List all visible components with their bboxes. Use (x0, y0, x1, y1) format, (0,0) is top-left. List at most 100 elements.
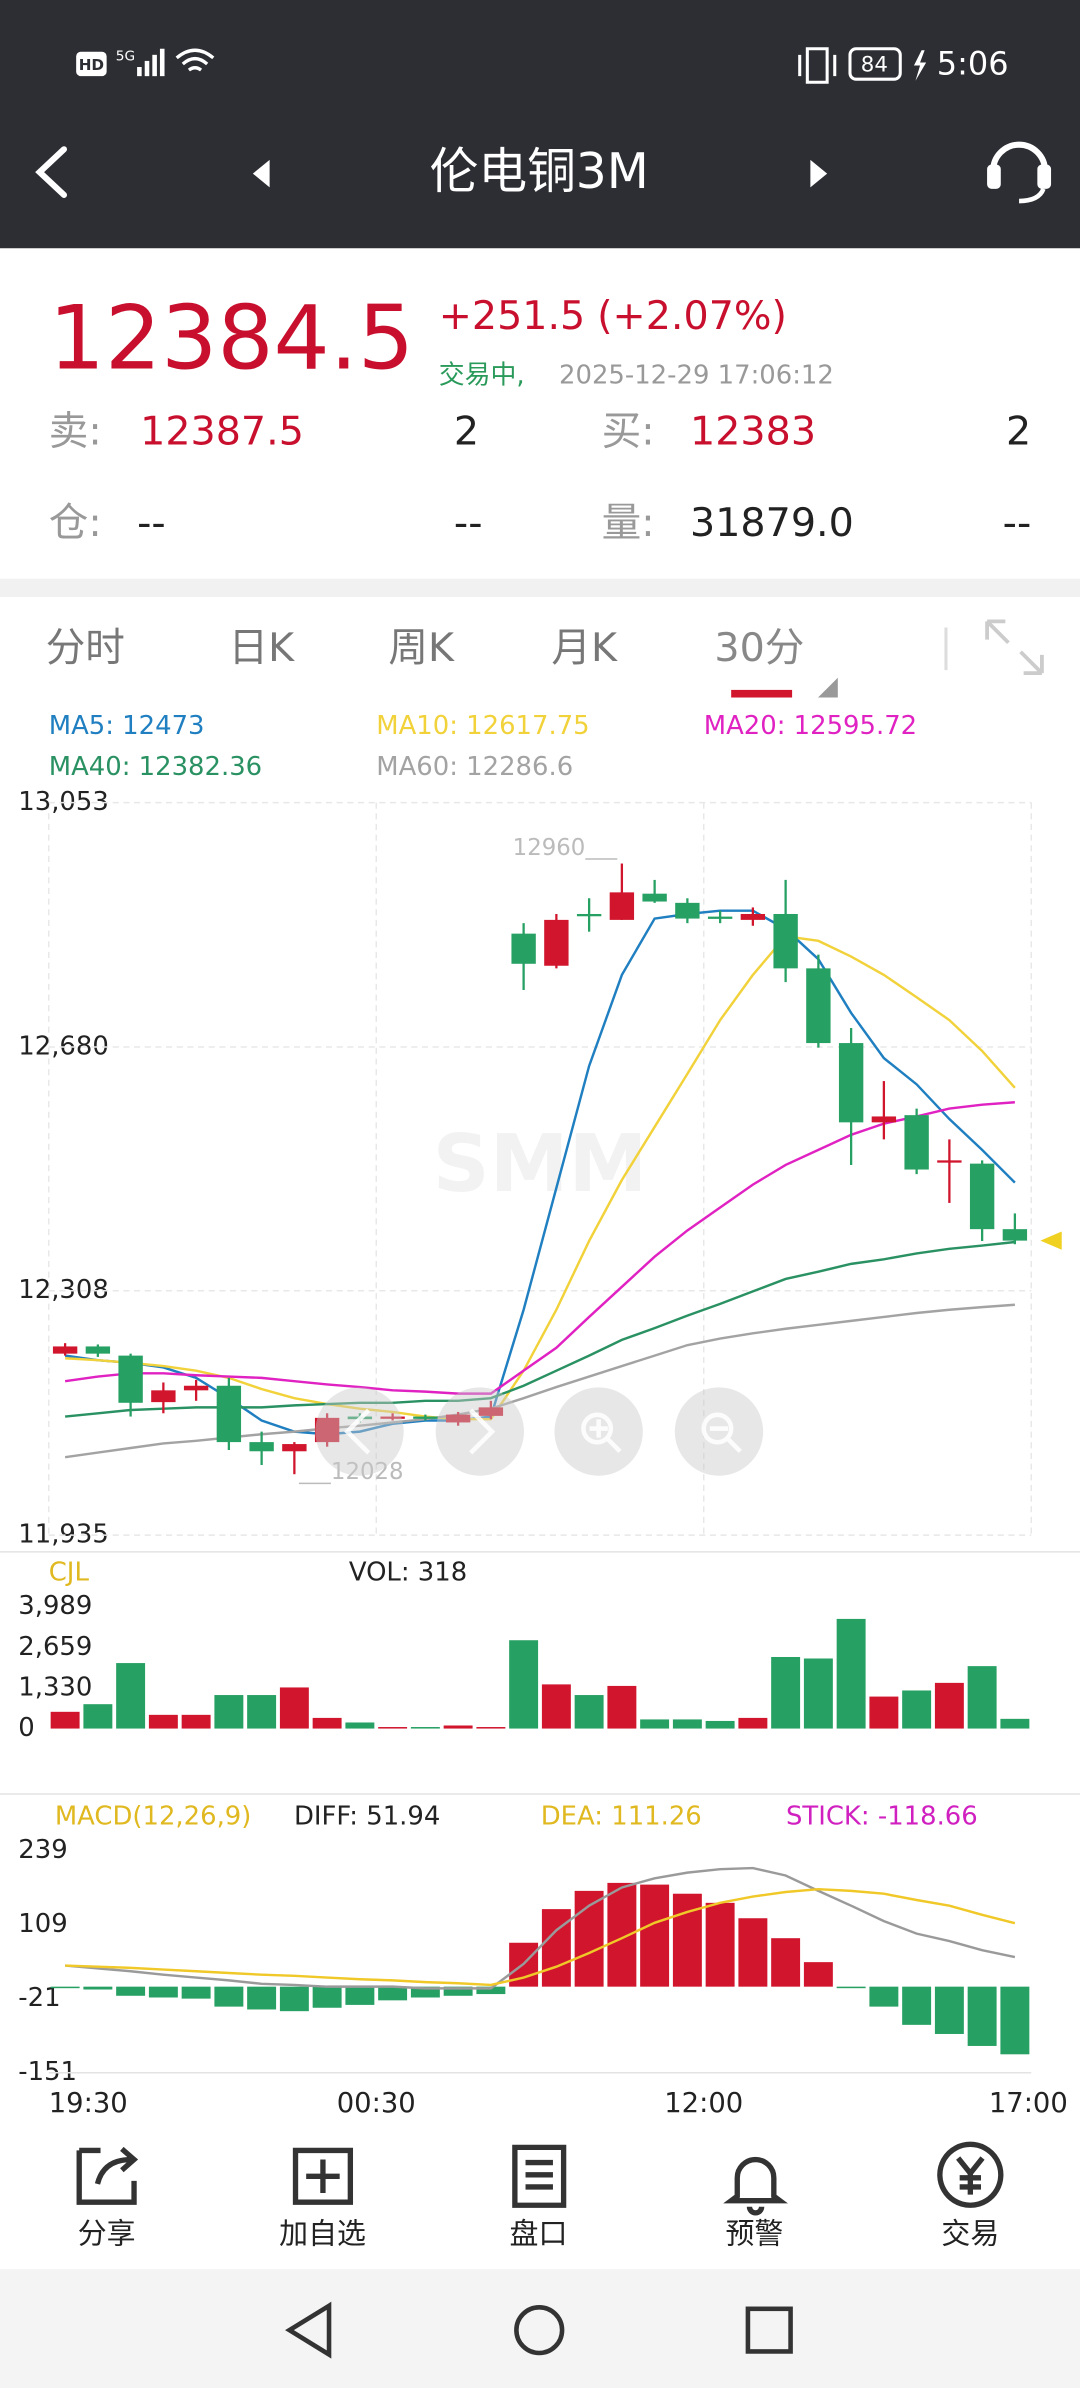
period-tab[interactable]: 日K (228, 625, 295, 671)
macd-bar (640, 1884, 670, 1987)
trade-status: 交易中, (439, 361, 525, 391)
volume-bar (902, 1690, 932, 1729)
macd-bar (869, 1986, 899, 2007)
volume-bar (738, 1717, 768, 1729)
volume-bar (803, 1658, 833, 1729)
wifi-icon (175, 48, 215, 72)
signal-icon (137, 48, 165, 77)
toolbar-icon[interactable] (937, 2141, 1004, 2208)
candle-body (314, 1417, 340, 1443)
button-icon (344, 1408, 371, 1455)
position-label: 仓: (49, 500, 102, 546)
x-tick-label: 19:30 (49, 2088, 128, 2119)
macd-bar (247, 1986, 277, 2010)
volume-qty: -- (1003, 500, 1032, 546)
y-tick-label: 109 (18, 1909, 67, 1939)
volume-label: 量: (602, 500, 655, 546)
period-tab[interactable]: 30分 (714, 625, 804, 671)
toolbar-icon[interactable] (512, 2144, 567, 2208)
macd-line (65, 1866, 1016, 1990)
toolbar-icon[interactable] (292, 2147, 354, 2205)
candle-body (151, 1390, 176, 1403)
volume-bar (312, 1717, 342, 1729)
macd-line (65, 1887, 1016, 1987)
period-tab[interactable]: 分时 (46, 625, 125, 671)
volume-bar (705, 1720, 735, 1729)
vibrate-icon (798, 47, 837, 84)
macd-bar (410, 1986, 440, 1998)
candle-body (969, 1163, 995, 1230)
candle-body (413, 1416, 438, 1419)
buy-price: 12383 (690, 409, 816, 455)
candle-body (675, 902, 700, 919)
prev-button[interactable] (252, 159, 270, 188)
min-annotation: 12028 (331, 1459, 404, 1485)
ma-line (64, 1101, 1015, 1395)
period-tab[interactable]: 周K (388, 625, 455, 671)
candle-body (740, 913, 766, 920)
candle-body (445, 1414, 471, 1423)
period-tab[interactable]: 月K (551, 625, 618, 671)
toolbar-label[interactable]: 加自选 (279, 2217, 366, 2251)
next-button[interactable] (810, 159, 828, 188)
volume-bar (771, 1656, 801, 1729)
status-time: 5:06 (937, 44, 1009, 82)
volume-bar (345, 1722, 375, 1729)
battery-text: 84 (861, 52, 888, 77)
y-tick-label: 239 (18, 1835, 67, 1865)
toolbar-label[interactable]: 交易 (941, 2217, 999, 2251)
macd-bar (279, 1986, 309, 2012)
buy-qty: 2 (1006, 409, 1031, 455)
volume-bar (967, 1666, 997, 1729)
volume-bar (1000, 1718, 1030, 1729)
nav-home[interactable] (514, 2304, 565, 2356)
toolbar-icon[interactable] (723, 2156, 788, 2216)
macd-bar (345, 1986, 375, 2005)
candle-body (544, 919, 569, 966)
volume-bar (50, 1711, 80, 1729)
toolbar-label[interactable]: 盘口 (510, 2217, 568, 2251)
scroll-left[interactable] (315, 1387, 404, 1476)
volume-bar (83, 1704, 113, 1729)
header-bg (0, 0, 1080, 249)
macd-bar (116, 1986, 146, 1996)
volume-bar (476, 1727, 506, 1729)
zoom-out[interactable] (674, 1387, 764, 1476)
ma-legend: MA40: 12382.36 (49, 752, 262, 782)
hd-badge (76, 51, 107, 77)
last-price-marker (1040, 1231, 1062, 1250)
x-tick-label: 00:30 (337, 2088, 416, 2119)
macd-bar (738, 1918, 768, 1987)
battery-icon (848, 47, 902, 81)
candle-body (380, 1416, 405, 1419)
nav-recent[interactable] (745, 2306, 793, 2354)
section-divider (0, 578, 1080, 597)
buy-label: 买: (602, 409, 655, 455)
toolbar-label[interactable]: 预警 (725, 2217, 783, 2251)
max-annotation: 12960 (513, 835, 586, 861)
nav-back[interactable] (285, 2301, 332, 2359)
watermark: SMM (433, 1117, 648, 1210)
ma-legend: MA10: 12617.75 (376, 711, 589, 741)
macd-bar (902, 1986, 932, 2025)
toolbar: 分享 加自选 盘口 预警 交易 (76, 2141, 1004, 2251)
scroll-right[interactable] (435, 1387, 525, 1476)
candle-body (183, 1385, 209, 1391)
volume-bar (247, 1695, 277, 1729)
macd-bar (181, 1986, 211, 1999)
service-button[interactable] (987, 141, 1052, 204)
candle-body (609, 892, 635, 920)
candle-body (216, 1385, 242, 1443)
ma-line (64, 1303, 1015, 1459)
sell-price: 12387.5 (140, 409, 304, 455)
fullscreen-button[interactable] (985, 619, 1044, 676)
macd-bar (214, 1986, 244, 2007)
back-button[interactable] (35, 146, 68, 198)
system-nav-bg (0, 2269, 1080, 2388)
toolbar-label[interactable]: 分享 (78, 2217, 136, 2251)
toolbar-icon[interactable] (76, 2146, 139, 2205)
volume-bar (607, 1685, 637, 1729)
timestamp: 2025-12-29 17:06:12 (559, 361, 834, 391)
